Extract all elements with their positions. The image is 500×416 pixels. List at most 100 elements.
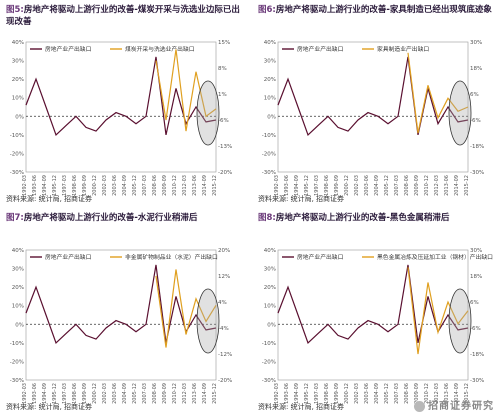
x-tick-label: 1998-06 bbox=[324, 175, 330, 196]
x-tick-label: 1992-03 bbox=[274, 383, 280, 404]
plot-frame bbox=[25, 41, 217, 173]
series-line bbox=[155, 269, 217, 348]
x-tick-label: 2014-09 bbox=[202, 175, 208, 196]
y2-tick-label: 30% bbox=[470, 40, 482, 46]
x-tick-label: 2005-12 bbox=[384, 383, 390, 404]
x-tick-label: 2013-06 bbox=[444, 175, 450, 196]
figure-number: 图6: bbox=[258, 5, 276, 15]
y2-tick-label: 4% bbox=[218, 300, 227, 306]
y-tick-label: 10% bbox=[12, 304, 24, 310]
y2-tick-label: -13% bbox=[218, 144, 232, 150]
y-tick-label: -30% bbox=[10, 378, 24, 384]
x-tick-label: 1995-12 bbox=[52, 175, 58, 196]
chart-panel-fig6: 图6:房地产将驱动上游行业的改善-家具制造已经出现筑底迹象 -30% -20% -1… bbox=[254, 2, 498, 206]
x-tick-label: 2014-09 bbox=[454, 175, 460, 196]
chart-panel-fig8: 图8:房地产将驱动上游行业的改善-黑色金属稍滞后 -30% -20% -10% 0% 1… bbox=[254, 210, 498, 414]
x-tick-label: 2004-09 bbox=[122, 383, 128, 404]
x-tick-label: 2015-12 bbox=[212, 175, 218, 196]
figure-title: 房地产将驱动上游行业的改善-水泥行业稍滞后 bbox=[23, 213, 198, 223]
panel-title: 图7:房地产将驱动上游行业的改善-水泥行业稍滞后 bbox=[6, 212, 242, 224]
x-tick-label: 2010-12 bbox=[172, 175, 178, 196]
x-tick-label: 2000-12 bbox=[344, 383, 350, 404]
x-tick-label: 2002-03 bbox=[102, 175, 108, 196]
x-tick-label: 1997-03 bbox=[62, 383, 68, 404]
x-tick-label: 2004-09 bbox=[374, 383, 380, 404]
y2-tick-label: -6% bbox=[470, 326, 481, 332]
wechat-icon bbox=[414, 400, 425, 412]
y2-tick-label: -18% bbox=[470, 352, 484, 358]
x-tick-label: 2010-12 bbox=[424, 383, 430, 404]
x-tick-label: 1997-03 bbox=[314, 383, 320, 404]
x-tick-label: 2000-12 bbox=[92, 383, 98, 404]
y-tick-label: 0% bbox=[267, 114, 276, 120]
y-tick-label: -30% bbox=[262, 170, 276, 176]
chart-panel-fig7: 图7:房地产将驱动上游行业的改善-水泥行业稍滞后 -30% -20% -10% 0% 1… bbox=[2, 210, 246, 414]
highlight-ellipse bbox=[448, 288, 472, 354]
y-tick-label: -20% bbox=[10, 359, 24, 365]
x-tick-label: 1997-03 bbox=[314, 175, 320, 196]
x-tick-label: 2004-09 bbox=[374, 175, 380, 196]
x-tick-label: 1992-03 bbox=[22, 175, 28, 196]
figure-number: 图7: bbox=[6, 213, 24, 223]
x-tick-label: 2007-03 bbox=[142, 175, 148, 196]
x-tick-label: 1995-12 bbox=[304, 383, 310, 404]
legend-label: 煤炭开采与洗选业产出缺口 bbox=[125, 45, 195, 53]
x-tick-label: 1998-06 bbox=[72, 175, 78, 196]
x-tick-label: 1993-06 bbox=[284, 175, 290, 196]
x-tick-label: 1999-09 bbox=[334, 175, 340, 196]
x-tick-label: 2014-09 bbox=[454, 383, 460, 404]
highlight-ellipse bbox=[196, 288, 220, 354]
y-tick-label: 0% bbox=[267, 322, 276, 328]
y-tick-label: 30% bbox=[12, 267, 24, 273]
y2-tick-label: -20% bbox=[218, 170, 232, 176]
y2-tick-label: 18% bbox=[470, 274, 482, 280]
legend-label: 黑色金属冶炼及压延加工业（钢材）产出缺口 bbox=[377, 253, 493, 261]
x-tick-label: 1999-09 bbox=[82, 383, 88, 404]
y2-tick-label: 1% bbox=[218, 92, 227, 98]
source-note: 资料来源: 统计局, 招商证券 bbox=[6, 195, 93, 203]
y2-tick-label: 12% bbox=[218, 274, 230, 280]
x-tick-label: 1999-09 bbox=[334, 383, 340, 404]
y-tick-label: 40% bbox=[264, 248, 276, 254]
y-tick-label: -30% bbox=[10, 170, 24, 176]
y-tick-label: 20% bbox=[264, 77, 276, 83]
x-tick-label: 2010-12 bbox=[172, 383, 178, 404]
y2-tick-label: -4% bbox=[218, 326, 229, 332]
x-tick-label: 2007-03 bbox=[394, 175, 400, 196]
x-tick-label: 1993-06 bbox=[32, 175, 38, 196]
y2-tick-label: -30% bbox=[470, 170, 484, 176]
panel-title: 图5:房地产将驱动上游行业的改善-煤炭开采与洗选业边际已出现改善 bbox=[6, 4, 242, 28]
y-tick-label: 40% bbox=[12, 248, 24, 254]
x-tick-label: 1993-06 bbox=[32, 383, 38, 404]
x-tick-label: 1994-09 bbox=[42, 175, 48, 196]
legend-label: 家具制造业产出缺口 bbox=[377, 45, 429, 53]
figure-title: 房地产将驱动上游行业的改善-黑色金属稍滞后 bbox=[275, 213, 450, 223]
x-tick-label: 2002-03 bbox=[354, 383, 360, 404]
x-tick-label: 1999-09 bbox=[82, 175, 88, 196]
y-tick-label: 20% bbox=[12, 77, 24, 83]
series-line bbox=[277, 264, 469, 344]
legend-label: 房地产业产出缺口 bbox=[297, 253, 344, 261]
x-tick-label: 1994-09 bbox=[294, 383, 300, 404]
y-tick-label: -10% bbox=[10, 133, 24, 139]
x-tick-label: 2003-06 bbox=[112, 175, 118, 196]
x-tick-label: 2009-09 bbox=[414, 175, 420, 196]
x-tick-label: 2000-12 bbox=[344, 175, 350, 196]
line-chart: -30% -20% -10% 0% 10% 20% 30% 40% -20% -13% -6% 1% 8… bbox=[10, 40, 232, 196]
x-tick-label: 2012-03 bbox=[182, 175, 188, 196]
x-tick-label: 2012-03 bbox=[182, 383, 188, 404]
x-tick-label: 2005-12 bbox=[132, 175, 138, 196]
figure-number: 图8: bbox=[258, 213, 276, 223]
y2-tick-label: 6% bbox=[470, 300, 479, 306]
x-tick-label: 2000-12 bbox=[92, 175, 98, 196]
y-tick-label: -10% bbox=[262, 341, 276, 347]
y2-tick-label: -12% bbox=[218, 352, 232, 358]
y-tick-label: -20% bbox=[262, 359, 276, 365]
panel-title: 图8:房地产将驱动上游行业的改善-黑色金属稍滞后 bbox=[258, 212, 494, 224]
y-tick-label: 40% bbox=[12, 40, 24, 46]
plot-frame bbox=[277, 249, 469, 381]
y2-tick-label: -6% bbox=[218, 118, 229, 124]
x-tick-label: 1994-09 bbox=[42, 383, 48, 404]
highlight-ellipse bbox=[448, 80, 472, 146]
series-line bbox=[407, 52, 469, 134]
